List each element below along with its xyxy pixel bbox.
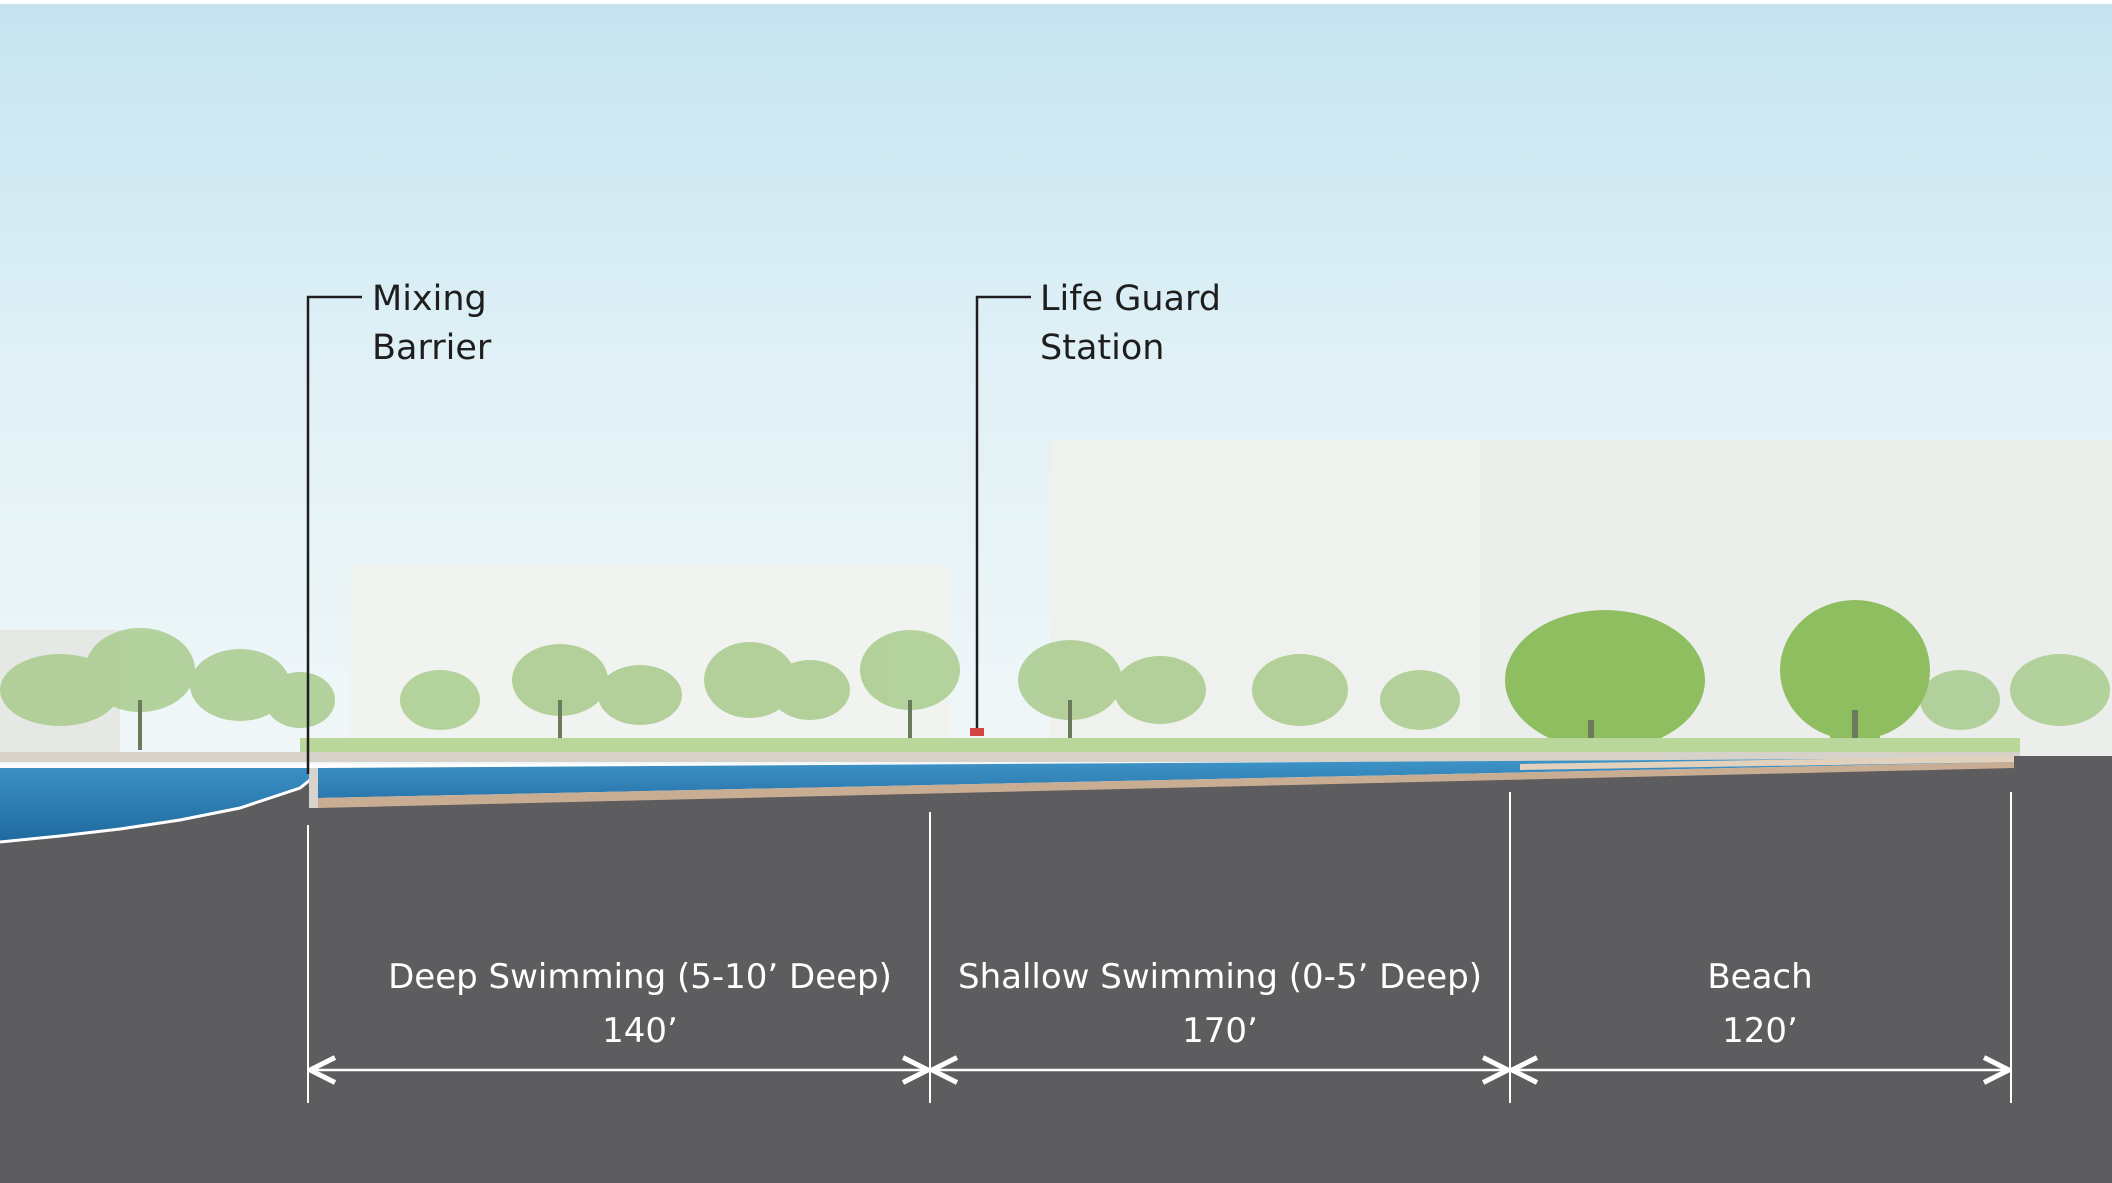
river-bank-edge [0, 778, 311, 844]
tree-line [0, 628, 2110, 730]
beach-edge [1520, 756, 2014, 770]
zone-beach-title: Beach [1707, 957, 1813, 997]
dimension-extension-lines [307, 792, 2012, 1103]
zone-shallow-swimming: Shallow Swimming (0-5’ Deep) 170’ [930, 950, 1510, 1058]
pool-edge [318, 762, 2014, 808]
zone-deep-swimming-title: Deep Swimming (5-10’ Deep) [388, 957, 892, 997]
mixing-barrier-leader [306, 295, 362, 774]
life-guard-station-line2: Station [1040, 328, 1165, 368]
mixing-barrier-callout: Mixing Barrier [372, 275, 491, 373]
mixing-barrier-line1: Mixing [372, 279, 487, 319]
mixing-barrier-wall [309, 768, 318, 808]
willow-trees [1505, 600, 1930, 750]
zone-deep-swimming: Deep Swimming (5-10’ Deep) 140’ [330, 950, 950, 1058]
mixing-barrier-line2: Barrier [372, 328, 492, 368]
zone-deep-swimming-dimension: 140’ [602, 1011, 678, 1051]
life-guard-station-line1: Life Guard [1040, 279, 1221, 319]
promenade [0, 752, 2020, 762]
zone-shallow-swimming-title: Shallow Swimming (0-5’ Deep) [957, 957, 1482, 997]
zone-shallow-swimming-dimension: 170’ [1182, 1011, 1258, 1051]
life-guard-station-marker [970, 728, 984, 736]
zone-beach-dimension: 120’ [1722, 1011, 1798, 1051]
zone-beach: Beach 120’ [1510, 950, 2010, 1058]
river-water [0, 768, 310, 842]
life-guard-station-callout: Life Guard Station [1040, 275, 1221, 373]
life-guard-leader [975, 295, 1031, 728]
